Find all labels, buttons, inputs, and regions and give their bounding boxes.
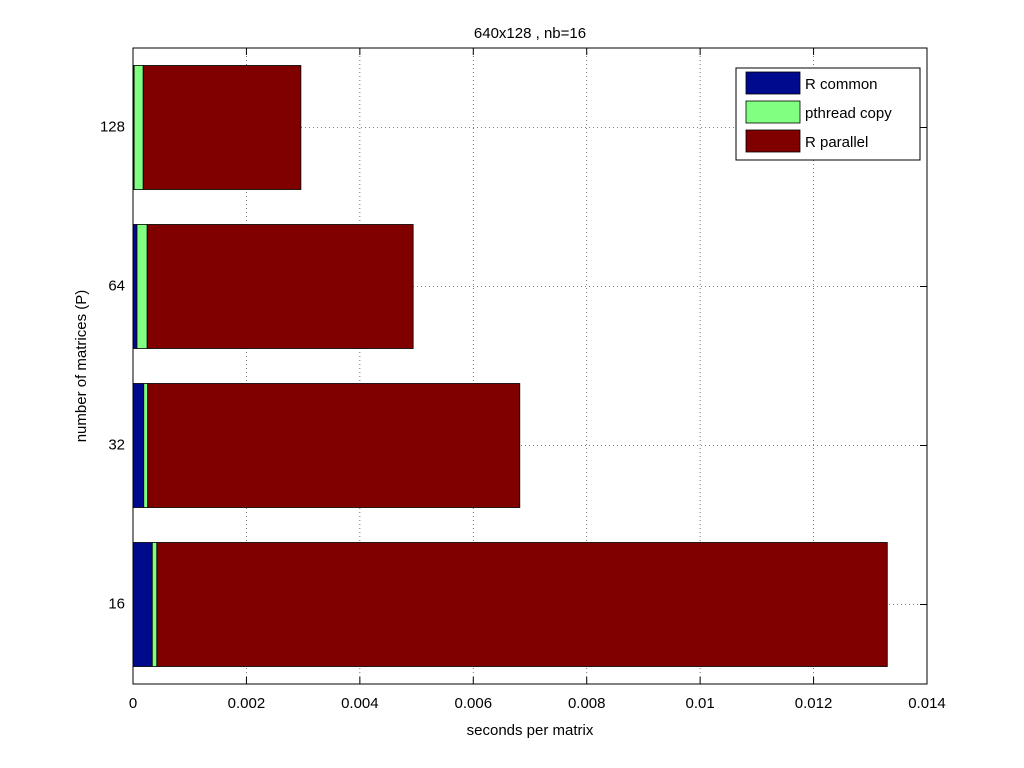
- bar-segment: [132, 542, 153, 667]
- y-tick-label: 64: [108, 277, 125, 294]
- legend-label: R parallel: [805, 134, 868, 151]
- legend-label: pthread copy: [805, 105, 892, 122]
- plot-frame: [132, 47, 928, 685]
- y-tick-label: 16: [108, 595, 125, 612]
- x-tick-label: 0.014: [908, 695, 946, 712]
- x-tick-label: 0.004: [341, 695, 379, 712]
- y-tick-label: 128: [100, 118, 125, 135]
- x-tick-label: 0.006: [455, 695, 493, 712]
- bar-segment: [132, 224, 138, 349]
- y-tick-label: 32: [108, 436, 125, 453]
- legend-swatch: [745, 100, 801, 124]
- x-tick-label: 0.01: [686, 695, 715, 712]
- x-tick-label: 0.012: [795, 695, 833, 712]
- bar-segment: [143, 383, 149, 508]
- legend-swatch: [745, 129, 801, 153]
- bar-segment: [156, 542, 888, 667]
- bar-segment: [142, 65, 302, 190]
- bar-segment: [136, 224, 148, 349]
- legend-swatch: [745, 71, 801, 95]
- x-tick-label: 0.008: [568, 695, 606, 712]
- bar-segment: [146, 224, 414, 349]
- bar-segment: [133, 65, 144, 190]
- x-axis-label: seconds per matrix: [467, 722, 594, 739]
- bar-segment: [151, 542, 158, 667]
- legend-label: R common: [805, 76, 878, 93]
- bar-segment: [132, 383, 145, 508]
- y-axis-label: number of matrices (P): [73, 290, 90, 443]
- chart-title: 640x128 , nb=16: [474, 25, 586, 42]
- bar-segment: [147, 383, 521, 508]
- x-tick-label: 0: [129, 695, 137, 712]
- x-tick-label: 0.002: [228, 695, 266, 712]
